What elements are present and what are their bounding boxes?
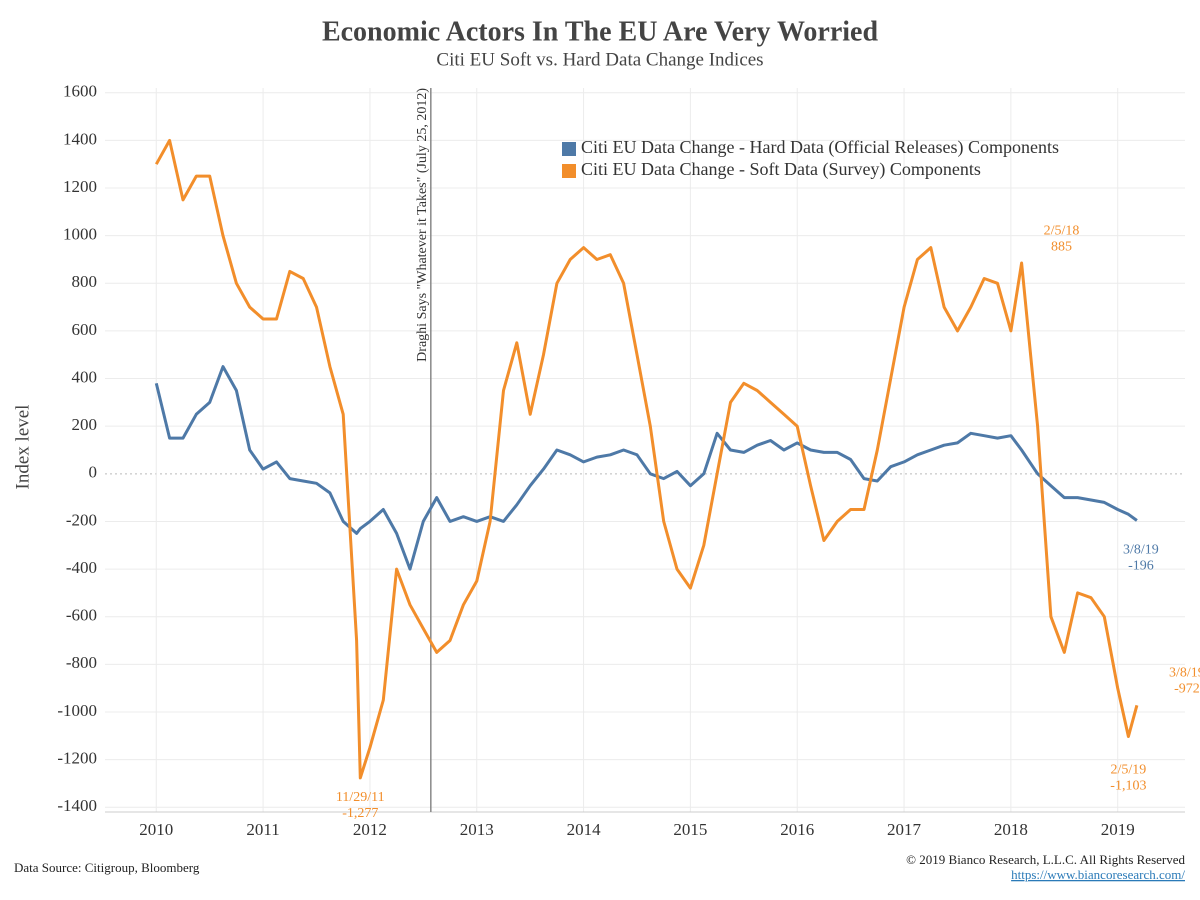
legend-label: Citi EU Data Change - Soft Data (Survey)…	[581, 159, 981, 180]
series-line	[154, 138, 1139, 780]
source: Data Source: Citigroup, Bloomberg	[14, 860, 200, 875]
y-tick-label: 400	[72, 367, 98, 386]
y-tick-label: 600	[72, 320, 98, 339]
y-tick-label: -1400	[57, 796, 97, 815]
x-tick-label: 2017	[887, 820, 922, 839]
legend-swatch	[562, 164, 576, 178]
x-tick-label: 2011	[246, 820, 279, 839]
x-tick-label: 2010	[139, 820, 173, 839]
y-tick-label: -600	[66, 606, 97, 625]
copyright: © 2019 Bianco Research, L.L.C. All Right…	[906, 852, 1185, 867]
y-tick-label: 200	[72, 415, 98, 434]
annotation-date: 3/8/19	[1169, 666, 1200, 681]
x-tick-label: 2019	[1101, 820, 1135, 839]
x-tick-label: 2013	[460, 820, 494, 839]
series-line	[154, 365, 1138, 571]
annotation-value: -1,103	[1110, 779, 1146, 794]
y-tick-label: -1000	[57, 701, 97, 720]
chart-title: Economic Actors In The EU Are Very Worri…	[322, 16, 879, 47]
annotation-value: 885	[1051, 239, 1072, 254]
annotation-value: -972	[1174, 682, 1200, 697]
annotation-value: -196	[1128, 559, 1154, 574]
legend-swatch	[562, 142, 576, 156]
y-tick-label: -800	[66, 653, 97, 672]
annotation-date: 2/5/18	[1044, 223, 1080, 238]
annotation-date: 11/29/11	[336, 790, 385, 805]
y-tick-label: 800	[72, 272, 98, 291]
url[interactable]: https://www.biancoresearch.com/	[1011, 867, 1185, 882]
y-tick-label: -1200	[57, 749, 97, 768]
y-tick-label: 1200	[63, 177, 97, 196]
annotation-date: 2/5/19	[1110, 763, 1146, 778]
x-tick-label: 2012	[353, 820, 387, 839]
y-tick-label: 1000	[63, 225, 97, 244]
x-tick-label: 2018	[994, 820, 1028, 839]
chart-subtitle: Citi EU Soft vs. Hard Data Change Indice…	[436, 49, 763, 70]
y-tick-label: 1600	[63, 82, 97, 101]
y-tick-label: 1400	[63, 129, 97, 148]
annotation-date: 3/8/19	[1123, 543, 1159, 558]
x-tick-label: 2014	[567, 820, 602, 839]
legend-label: Citi EU Data Change - Hard Data (Officia…	[581, 137, 1059, 158]
y-tick-label: -200	[66, 510, 97, 529]
y-axis-label: Index level	[12, 405, 33, 490]
x-tick-label: 2015	[673, 820, 707, 839]
x-tick-label: 2016	[780, 820, 814, 839]
y-tick-label: 0	[89, 463, 98, 482]
y-tick-label: -400	[66, 558, 97, 577]
event-label: Draghi Says "Whatever it Takes" (July 25…	[415, 88, 430, 362]
annotation-value: -1,277	[342, 806, 378, 821]
